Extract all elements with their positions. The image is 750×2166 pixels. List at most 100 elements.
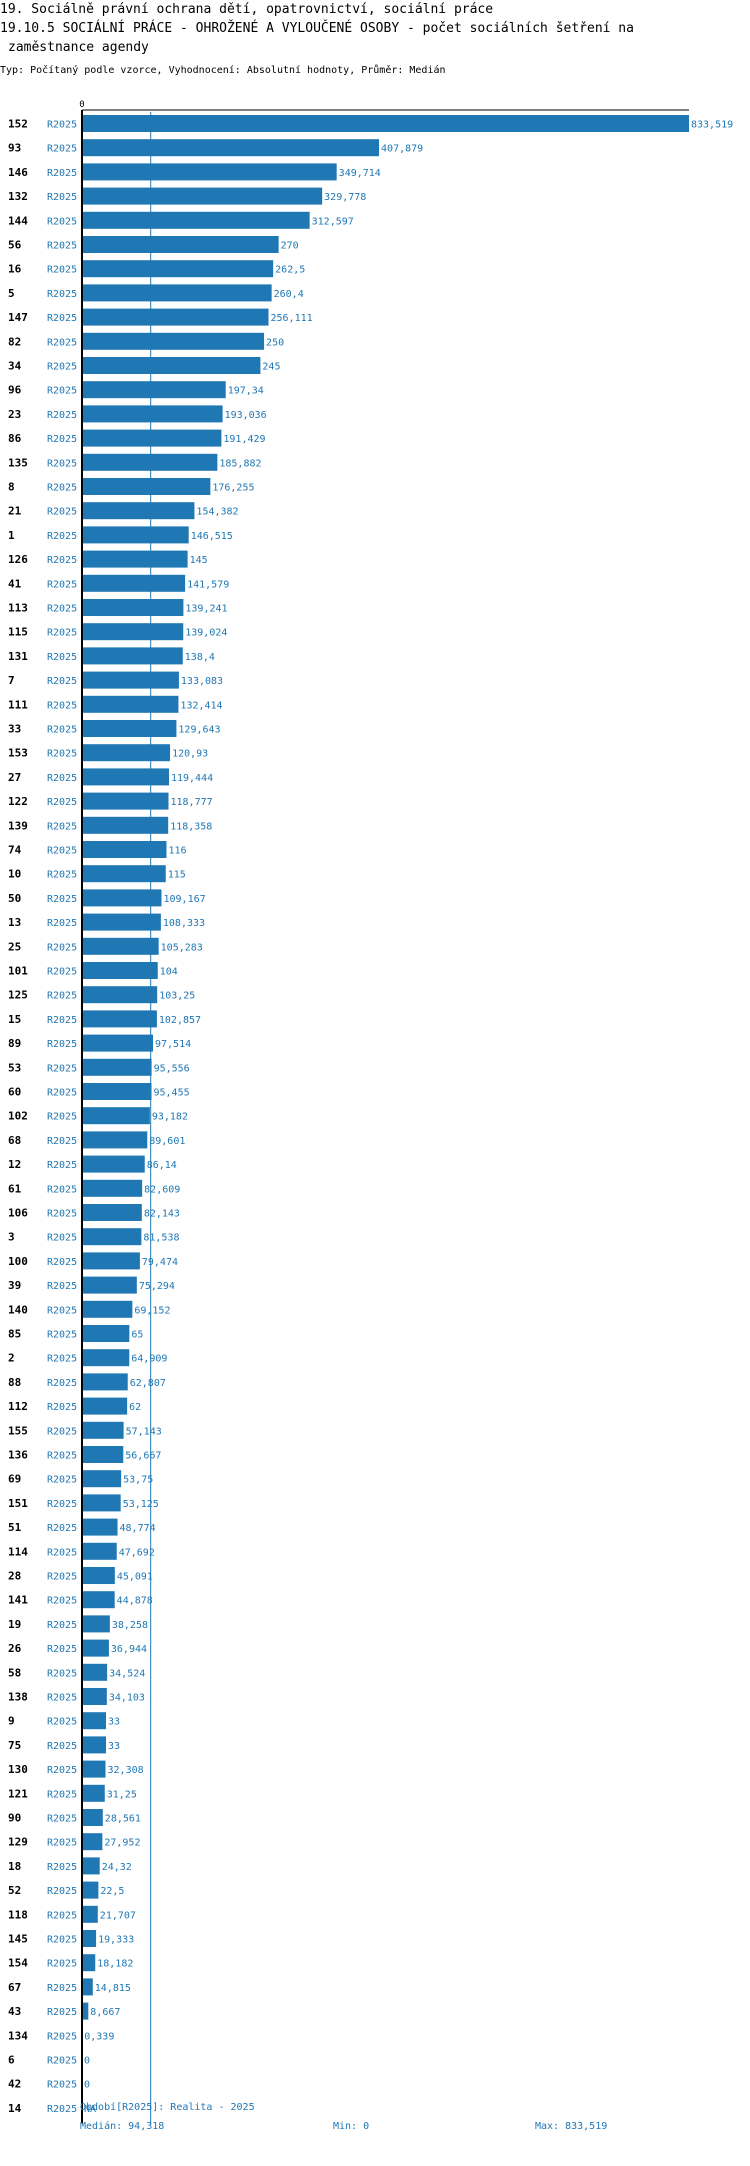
series-label: R2025 [47,1910,77,1921]
category-label: 82 [8,335,21,348]
x-axis-tick-label: 0 [79,100,84,110]
category-label: 154 [8,1957,28,1970]
bar [82,1615,110,1633]
data-label: 19,333 [98,1935,134,1946]
series-label: R2025 [47,579,77,590]
data-label: 32,308 [108,1765,144,1776]
bar [82,1954,96,1972]
category-label: 130 [8,1763,28,1776]
bar [82,1058,152,1076]
series-label: R2025 [47,507,77,518]
data-label: 197,34 [228,386,264,397]
series-label: R2025 [47,846,77,857]
category-label: 131 [8,650,28,663]
series-label: R2025 [47,918,77,929]
category-label: 102 [8,1110,28,1123]
category-label: 118 [8,1908,28,1921]
data-label: 349,714 [339,168,381,179]
data-label: 22,5 [100,1886,124,1897]
data-label: 48,774 [120,1523,156,1534]
data-label: 64,909 [131,1354,167,1365]
bar [82,163,337,181]
series-label: R2025 [47,604,77,615]
series-label: R2025 [47,967,77,978]
category-label: 14 [8,2102,22,2115]
bar [82,453,218,471]
series-label: R2025 [47,1765,77,1776]
series-label: R2025 [47,797,77,808]
series-label: R2025 [47,289,77,300]
data-label: 33 [108,1717,120,1728]
series-label: R2025 [47,1983,77,1994]
category-label: 146 [8,166,28,179]
data-label: 133,083 [181,676,223,687]
data-label: 116 [168,846,186,857]
series-label: R2025 [47,410,77,421]
bar [82,744,171,762]
data-label: 93,182 [152,1112,188,1123]
series-label: R2025 [47,2007,77,2018]
bar [82,115,689,132]
series-label: R2025 [47,2031,77,2042]
data-label: 118,777 [170,797,212,808]
data-label: 132,414 [180,700,222,711]
category-label: 115 [8,626,28,639]
data-label: 141,579 [187,579,229,590]
category-label: 74 [8,844,22,857]
chart-title-line1: 19. Sociálně právní ochrana dětí, opatro… [0,2,494,17]
series-label: R2025 [47,1814,77,1825]
bar [82,1567,115,1584]
category-label: 112 [8,1400,28,1413]
bar [82,574,186,592]
bar [82,623,184,641]
category-label: 13 [8,916,21,929]
series-label: R2025 [47,1475,77,1486]
bar [82,1688,107,1705]
series-label: R2025 [47,144,77,155]
category-label: 5 [8,287,15,300]
series-label: R2025 [47,749,77,760]
category-label: 89 [8,1037,21,1050]
category-label: 113 [8,602,28,615]
bar [82,671,179,689]
bar [82,284,272,302]
series-label: R2025 [47,2056,77,2067]
bar [82,308,269,326]
footer-max: Max: 833,519 [535,2121,608,2132]
series-label: R2025 [47,942,77,953]
data-label: 14,815 [95,1983,131,1994]
category-label: 6 [8,2054,15,2067]
data-label: 62 [129,1402,141,1413]
data-label: 103,25 [159,991,195,1002]
series-label: R2025 [47,1596,77,1607]
bar [82,1833,103,1851]
bar [82,889,162,907]
bar [82,768,169,786]
category-label: 51 [8,1521,22,1534]
bar [82,1760,106,1778]
bar [82,1204,142,1221]
data-label: 833,519 [691,120,733,131]
data-label: 329,778 [324,192,366,203]
series-label: R2025 [47,120,77,131]
data-label: 36,944 [111,1644,147,1655]
bar [82,792,169,810]
category-label: 7 [8,674,15,687]
series-label: R2025 [47,362,77,373]
bar [82,865,166,883]
category-label: 9 [8,1715,15,1728]
data-label: 105,283 [161,942,203,953]
category-label: 88 [8,1376,21,1389]
category-label: 151 [8,1497,28,1510]
series-label: R2025 [47,555,77,566]
category-label: 106 [8,1207,28,1220]
data-label: 28,561 [105,1814,141,1825]
category-label: 68 [8,1134,21,1147]
bar [82,1300,133,1318]
bar [82,236,279,253]
bar [82,1179,143,1197]
category-label: 134 [8,2029,28,2042]
category-label: 39 [8,1279,21,1292]
series-label: R2025 [47,1088,77,1099]
series-label: R2025 [47,1281,77,1292]
